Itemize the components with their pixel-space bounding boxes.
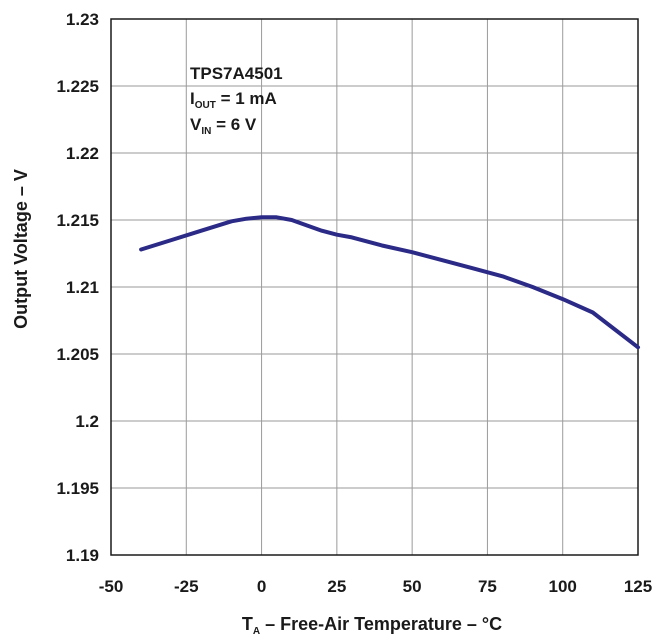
y-tick-label: 1.215 [56,211,99,230]
x-axis-title-rest: – Free-Air Temperature – °C [260,614,502,634]
y-tick-label: 1.2 [75,412,99,431]
y-tick-label: 1.205 [56,345,99,364]
plot-frame [110,18,639,556]
annotation-iout: IOUT = 1 mA [190,89,277,111]
x-tick-label: 100 [549,577,577,596]
y-tick-label: 1.19 [66,546,99,565]
y-axis-title: Output Voltage – V [11,169,31,329]
y-tick-label: 1.23 [66,10,99,29]
y-tick-label: 1.195 [56,479,99,498]
x-tick-label: 125 [624,577,652,596]
x-tick-label: 25 [327,577,346,596]
x-tick-label: 0 [257,577,266,596]
x-axis-title-main: T [242,614,253,634]
annotation-device: TPS7A4501 [190,64,283,83]
x-axis-title: TA – Free-Air Temperature – °C [242,614,502,637]
series-points [141,217,639,348]
annotation-vin-rest: = 6 V [211,115,257,134]
y-tick-labels: 1.19 1.195 1.2 1.205 1.21 1.215 1.22 1.225 1.23 [56,10,99,565]
y-tick-label: 1.22 [66,144,99,163]
annotation-iout-sub: OUT [195,100,216,111]
annotation-vin-sub: IN [201,126,211,137]
series-line [139,215,640,350]
y-tick-label: 1.225 [56,77,99,96]
annotation-iout-main: I [190,89,195,108]
x-tick-label: -50 [99,577,124,596]
x-tick-label: 75 [478,577,497,596]
annotation-box: TPS7A4501 IOUT = 1 mA VIN = 6 V [190,64,283,137]
annotation-vin: VIN = 6 V [190,115,257,137]
x-tick-label: 50 [403,577,422,596]
x-tick-labels: -50 -25 0 25 50 75 100 125 [99,577,652,596]
annotation-vin-main: V [190,115,202,134]
x-tick-label: -25 [174,577,199,596]
y-tick-label: 1.21 [66,278,99,297]
x-axis-title-sub: A [253,626,260,637]
annotation-iout-rest: = 1 mA [216,89,277,108]
